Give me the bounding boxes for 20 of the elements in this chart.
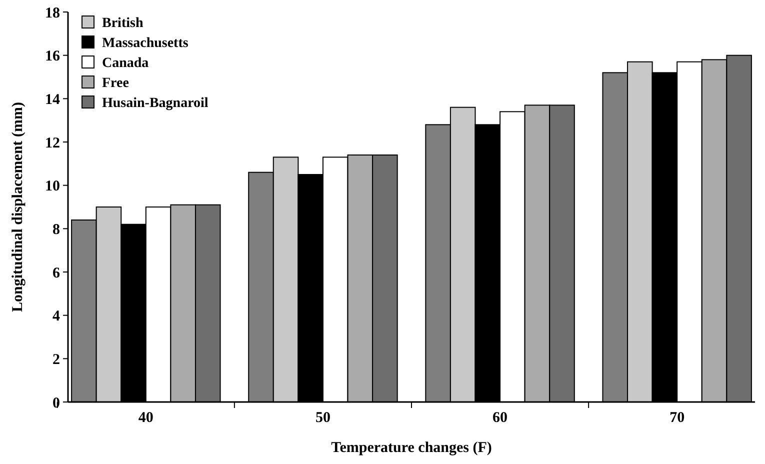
y-tick-label: 10 [45, 178, 60, 195]
legend-label: Canada [102, 56, 149, 71]
legend-label: Free [102, 76, 129, 91]
x-axis-title: Temperature changes (F) [331, 440, 492, 456]
y-tick-label: 18 [45, 5, 60, 22]
y-axis-title: Longitudinal displacement (mm) [10, 102, 26, 312]
y-tick-label: 14 [45, 92, 60, 108]
y-tick-label: 16 [45, 48, 60, 65]
x-tick-label: 60 [492, 410, 508, 426]
legend-label: British [102, 16, 144, 31]
legend-label: Massachusetts [102, 36, 189, 51]
x-tick-label: 50 [315, 410, 330, 426]
y-tick-label: 6 [52, 265, 60, 282]
y-tick-label: 8 [52, 222, 60, 238]
y-tick-label: 4 [52, 308, 60, 325]
x-tick-label: 70 [670, 410, 685, 426]
y-tick-label: 12 [45, 135, 60, 152]
legend-label: Husain-Bagnaroil [102, 96, 208, 111]
x-tick-label: 40 [138, 410, 154, 426]
y-tick-label: 2 [52, 352, 60, 368]
